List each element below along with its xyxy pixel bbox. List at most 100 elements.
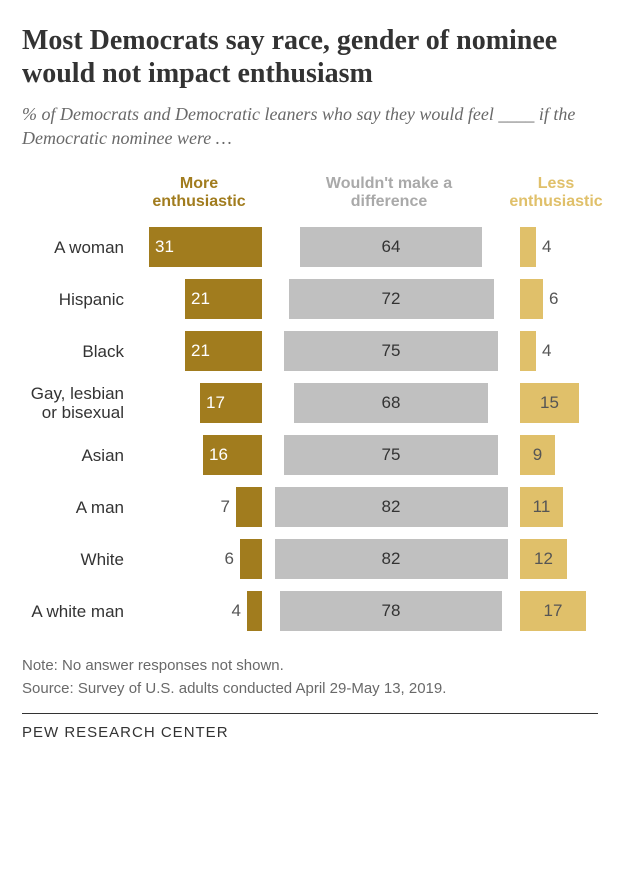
bar-less-wrap: 6	[520, 279, 558, 319]
col-neutral: 72	[270, 279, 512, 319]
col-less: 4	[520, 227, 598, 267]
legend-neutral-l2: difference	[351, 193, 427, 211]
col-neutral: 82	[270, 487, 512, 527]
bar-less	[520, 279, 543, 319]
table-row: Black 21 75 4	[22, 325, 598, 377]
col-less: 9	[520, 435, 598, 475]
bar-more: 16	[203, 435, 262, 475]
bar-more-value: 6	[225, 549, 234, 569]
bar-group: 21 75 4	[134, 330, 598, 372]
bar-neutral: 82	[275, 487, 508, 527]
bar-more-value: 7	[221, 497, 230, 517]
row-label: White	[22, 550, 134, 570]
note-line-2: Source: Survey of U.S. adults conducted …	[22, 678, 598, 699]
table-row: A man 7 82 11	[22, 481, 598, 533]
bar-more	[236, 487, 262, 527]
bar-less: 15	[520, 383, 579, 423]
bar-less-wrap: 4	[520, 331, 551, 371]
col-neutral: 75	[270, 331, 512, 371]
brand: PEW RESEARCH CENTER	[22, 724, 598, 741]
bar-more	[240, 539, 262, 579]
bar-group: 6 82 12	[134, 538, 598, 580]
bar-less: 11	[520, 487, 563, 527]
bar-more: 21	[185, 331, 262, 371]
bar-less-value: 4	[542, 341, 551, 361]
bar-group: 21 72 6	[134, 278, 598, 320]
bar-group: 7 82 11	[134, 486, 598, 528]
legend-row: More enthusiastic Wouldn't make a differ…	[22, 175, 598, 212]
bar-neutral: 64	[300, 227, 482, 267]
col-less: 6	[520, 279, 598, 319]
legend-more-l2: enthusiastic	[152, 193, 245, 211]
col-more: 7	[134, 487, 262, 527]
row-label: Asian	[22, 446, 134, 466]
bar-group: 31 64 4	[134, 226, 598, 268]
col-neutral: 78	[270, 591, 512, 631]
bar-group: 4 78 17	[134, 590, 598, 632]
bar-neutral: 78	[280, 591, 502, 631]
col-more: 21	[134, 331, 262, 371]
bar-neutral: 82	[275, 539, 508, 579]
row-label: Black	[22, 342, 134, 362]
col-less: 17	[520, 591, 598, 631]
col-more: 6	[134, 539, 262, 579]
col-neutral: 82	[270, 539, 512, 579]
bar-more-wrap: 4	[232, 591, 262, 631]
legend-less-l1: Less	[538, 175, 574, 193]
chart-area: More enthusiastic Wouldn't make a differ…	[22, 175, 598, 638]
col-more: 4	[134, 591, 262, 631]
bar-less: 12	[520, 539, 567, 579]
legend-less: Less enthusiastic	[514, 175, 598, 212]
bar-group: 16 75 9	[134, 434, 598, 476]
chart-subtitle: % of Democrats and Democratic leaners wh…	[22, 102, 598, 151]
col-less: 11	[520, 487, 598, 527]
table-row: A woman 31 64 4	[22, 221, 598, 273]
bar-less-value: 6	[549, 289, 558, 309]
bar-neutral: 68	[294, 383, 488, 423]
table-row: Gay, lesbian or bisexual 17 68 15	[22, 377, 598, 429]
bar-neutral: 75	[284, 331, 498, 371]
col-less: 4	[520, 331, 598, 371]
table-row: Hispanic 21 72 6	[22, 273, 598, 325]
table-row: Asian 16 75 9	[22, 429, 598, 481]
row-label: Gay, lesbian or bisexual	[22, 384, 134, 423]
table-row: A white man47817	[22, 585, 598, 637]
col-more: 16	[134, 435, 262, 475]
legend-neutral: Wouldn't make a difference	[264, 175, 514, 212]
chart-notes: Note: No answer responses not shown. Sou…	[22, 655, 598, 699]
note-line-1: Note: No answer responses not shown.	[22, 655, 598, 676]
bar-group: 17 68 15	[134, 382, 598, 424]
chart-title: Most Democrats say race, gender of nomin…	[22, 24, 598, 90]
bar-neutral: 72	[289, 279, 494, 319]
col-more: 31	[134, 227, 262, 267]
bar-more-value: 4	[232, 601, 241, 621]
bar-neutral: 75	[284, 435, 498, 475]
divider	[22, 713, 598, 714]
bar-more: 31	[149, 227, 262, 267]
col-more: 21	[134, 279, 262, 319]
bar-less: 17	[520, 591, 586, 631]
col-less: 15	[520, 383, 598, 423]
legend-more-l1: More	[180, 175, 218, 193]
bar-less	[520, 227, 536, 267]
col-less: 12	[520, 539, 598, 579]
bar-more: 17	[200, 383, 262, 423]
bar-less	[520, 331, 536, 371]
col-neutral: 64	[270, 227, 512, 267]
row-label: Hispanic	[22, 290, 134, 310]
bar-more	[247, 591, 262, 631]
legend-neutral-l1: Wouldn't make a	[326, 175, 452, 193]
legend-more: More enthusiastic	[134, 175, 264, 212]
rows-container: A woman31644Hispanic21726Black21754Gay, …	[22, 221, 598, 637]
col-neutral: 75	[270, 435, 512, 475]
legend-less-l2: enthusiastic	[509, 193, 602, 211]
bar-more-wrap: 6	[225, 539, 262, 579]
row-label: A man	[22, 498, 134, 518]
table-row: White 6 82 12	[22, 533, 598, 585]
bar-more: 21	[185, 279, 262, 319]
col-more: 17	[134, 383, 262, 423]
bar-less-value: 4	[542, 237, 551, 257]
bar-more-wrap: 7	[221, 487, 262, 527]
row-label: A woman	[22, 238, 134, 258]
bar-less-wrap: 4	[520, 227, 551, 267]
